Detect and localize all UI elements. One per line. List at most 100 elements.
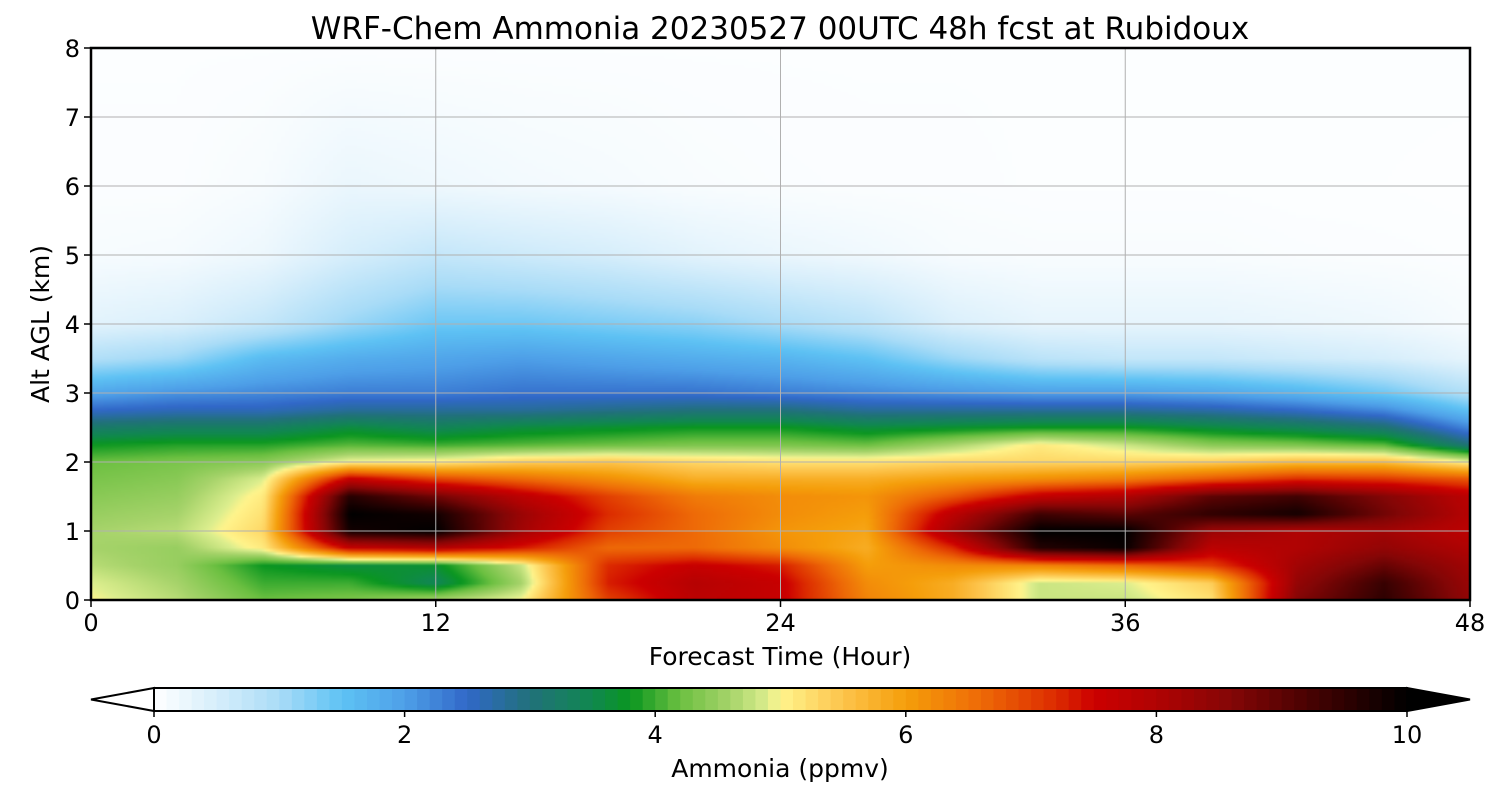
- colorbar-swatch: [154, 688, 168, 711]
- colorbar-swatch: [1193, 688, 1208, 711]
- colorbar-swatch: [1118, 688, 1132, 711]
- y-tick-label: 7: [65, 104, 80, 132]
- colorbar-gradient: [154, 688, 1408, 711]
- colorbar-swatch: [504, 688, 518, 711]
- colorbar-swatch: [868, 688, 882, 711]
- colorbar-tick-label: 0: [146, 721, 161, 749]
- colorbar-swatch: [980, 688, 995, 711]
- colorbar-swatch: [1093, 688, 1107, 711]
- colorbar-swatch: [567, 688, 581, 711]
- colorbar-swatch: [1381, 688, 1396, 711]
- colorbar-swatch: [1344, 688, 1358, 711]
- x-tick-label: 36: [1110, 609, 1141, 637]
- colorbar-swatch: [1031, 688, 1045, 711]
- x-tick-label: 24: [765, 609, 796, 637]
- colorbar-swatch: [1219, 688, 1233, 711]
- colorbar-swatch: [179, 688, 193, 711]
- colorbar-swatch: [1356, 688, 1371, 711]
- colorbar-swatch: [367, 688, 381, 711]
- colorbar-swatch: [692, 688, 706, 711]
- colorbar-swatch: [880, 688, 894, 711]
- colorbar-swatch: [1369, 688, 1383, 711]
- colorbar-swatch: [855, 688, 869, 711]
- colorbar-swatch: [467, 688, 481, 711]
- colorbar-swatch: [204, 688, 218, 711]
- y-tick-label: 1: [65, 518, 80, 546]
- colorbar-tick-label: 8: [1149, 721, 1164, 749]
- colorbar-swatch: [780, 688, 794, 711]
- colorbar-swatch: [417, 688, 431, 711]
- colorbar-swatch: [529, 688, 544, 711]
- colorbar-swatch: [216, 688, 230, 711]
- colorbar-swatch: [1231, 688, 1245, 711]
- colorbar-swatch: [279, 688, 293, 711]
- colorbar-swatch: [655, 688, 669, 711]
- y-tick-label: 6: [65, 173, 80, 201]
- colorbar-swatch: [1068, 688, 1082, 711]
- colorbar-swatch: [667, 688, 681, 711]
- colorbar-swatch: [542, 688, 556, 711]
- colorbar-swatch: [254, 688, 268, 711]
- colorbar-swatch: [1156, 688, 1170, 711]
- colorbar-tick-label: 6: [898, 721, 913, 749]
- colorbar-swatch: [1143, 688, 1157, 711]
- x-axis-title: Forecast Time (Hour): [649, 642, 912, 671]
- colorbar-swatch: [742, 688, 757, 711]
- y-tick-label: 2: [65, 449, 80, 477]
- x-tick-label: 48: [1455, 609, 1486, 637]
- colorbar-swatch: [580, 688, 594, 711]
- colorbar-swatch: [930, 688, 944, 711]
- colorbar-swatch: [605, 688, 619, 711]
- y-tick-label: 5: [65, 242, 80, 270]
- colorbar-swatch: [717, 688, 731, 711]
- colorbar-swatch: [1081, 688, 1095, 711]
- colorbar-swatch: [1181, 688, 1195, 711]
- colorbar-swatch: [755, 688, 769, 711]
- colorbar-swatch: [166, 688, 180, 711]
- colorbar-swatch: [680, 688, 694, 711]
- colorbar-swatch: [1294, 688, 1308, 711]
- colorbar-swatch: [630, 688, 644, 711]
- colorbar-swatch: [730, 688, 744, 711]
- colorbar-swatch: [1319, 688, 1333, 711]
- colorbar-swatch: [1006, 688, 1020, 711]
- colorbar-swatch: [1106, 688, 1120, 711]
- colorbar-swatch: [818, 688, 832, 711]
- colorbar-swatch: [492, 688, 506, 711]
- colorbar-swatch: [805, 688, 819, 711]
- colorbar-swatch: [968, 688, 982, 711]
- colorbar-swatch: [955, 688, 970, 711]
- colorbar-frame: [153, 687, 1408, 712]
- heatmap-plot-area: [89, 46, 1472, 602]
- colorbar-tick-label: 4: [648, 721, 663, 749]
- colorbar-swatch: [1331, 688, 1345, 711]
- colorbar-swatch: [617, 688, 631, 711]
- colorbar-swatch: [1281, 688, 1295, 711]
- colorbar-swatch: [442, 688, 456, 711]
- colorbar-swatch: [1131, 688, 1145, 711]
- colorbar-swatch: [767, 688, 782, 711]
- x-tick-label: 12: [420, 609, 451, 637]
- colorbar-swatch: [1018, 688, 1032, 711]
- colorbar-label: Ammonia (ppmv): [671, 754, 889, 783]
- y-tick-label: 0: [65, 587, 80, 615]
- colorbar-swatch: [241, 688, 255, 711]
- colorbar-ticks: 0 2 4 6 8 10: [146, 711, 1422, 749]
- colorbar-swatch: [943, 688, 957, 711]
- colorbar-swatch: [429, 688, 443, 711]
- colorbar-swatch: [404, 688, 418, 711]
- colorbar-swatch: [392, 688, 406, 711]
- colorbar-swatch: [354, 688, 368, 711]
- colorbar-high-extension: [1406, 686, 1471, 713]
- colorbar-swatch: [454, 688, 468, 711]
- colorbar-swatch: [918, 688, 932, 711]
- colorbar-swatch: [517, 688, 531, 711]
- colorbar-swatch: [592, 688, 606, 711]
- colorbar-low-extension: [90, 686, 155, 713]
- y-tick-label: 4: [65, 311, 80, 339]
- y-axis-title: Alt AGL (km): [26, 245, 55, 403]
- colorbar-swatch: [1269, 688, 1283, 711]
- colorbar-swatch: [191, 688, 205, 711]
- colorbar-swatch: [1206, 688, 1220, 711]
